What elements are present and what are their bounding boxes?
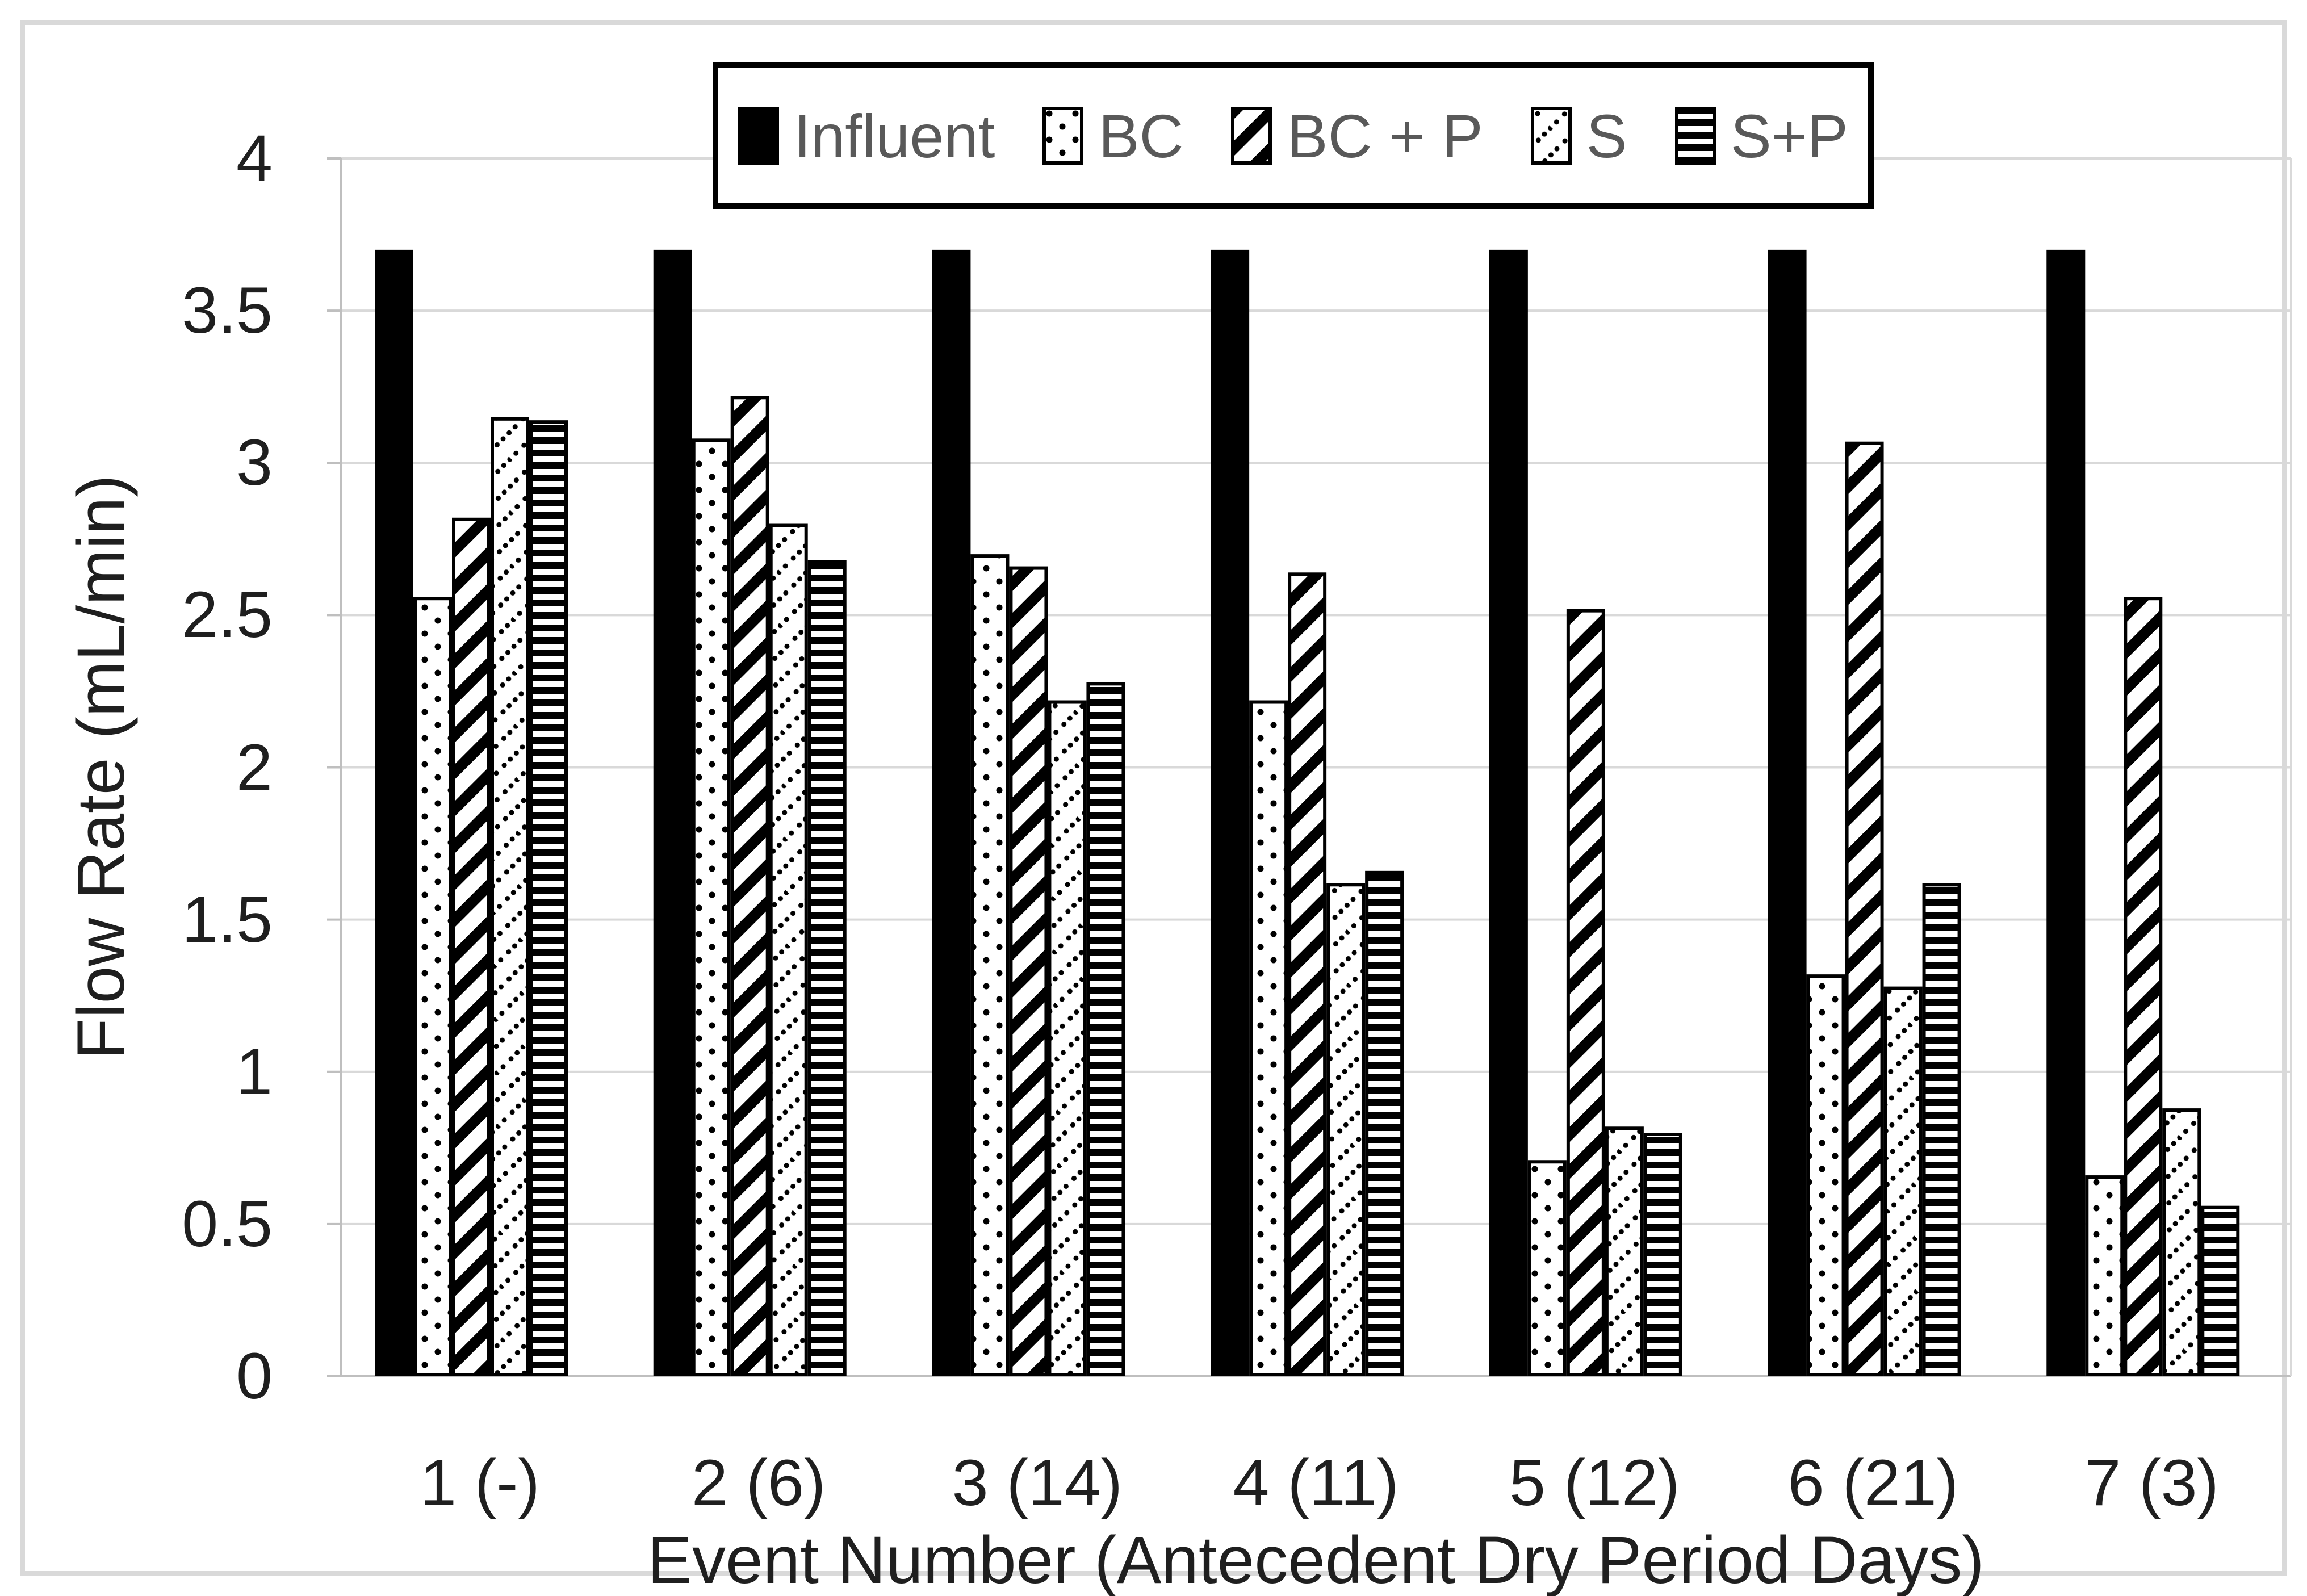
bar-BC+P-cat6	[1845, 441, 1884, 1376]
bar-S+P-cat7	[2201, 1205, 2240, 1376]
bar-BC-cat2	[692, 438, 731, 1376]
legend-label: S	[1586, 101, 1627, 170]
legend-swatch-rect	[1042, 107, 1084, 165]
y-tick-label-0: 0	[236, 1340, 273, 1413]
x-category-label-6: 6 (21)	[1787, 1447, 1959, 1519]
legend-item-BC: BC	[1042, 100, 1183, 171]
bar-BC-cat5	[1527, 1160, 1567, 1376]
x-category-label-7: 7 (3)	[2084, 1447, 2219, 1519]
x-category-label-3: 3 (14)	[952, 1447, 1123, 1519]
bar-BC+P-cat1	[452, 517, 491, 1376]
bar-S+P-cat3	[1086, 682, 1125, 1376]
legend-label: Influent	[794, 101, 995, 170]
y-tick-label-2.5: 2.5	[182, 579, 273, 652]
bar-Influent-cat2	[653, 249, 692, 1376]
legend-swatch-rect	[1530, 107, 1572, 165]
legend-label: BC + P	[1287, 101, 1483, 170]
y-tick-label-1.5: 1.5	[182, 883, 273, 956]
bar-BC+P-cat4	[1288, 572, 1327, 1376]
bar-S-cat7	[2162, 1108, 2201, 1376]
bar-BC+P-cat5	[1566, 609, 1605, 1376]
bar-Influent-cat1	[375, 249, 413, 1376]
bar-S+P-cat1	[529, 420, 568, 1376]
bar-BC+P-cat3	[1009, 566, 1048, 1377]
legend-swatch-rect	[1231, 107, 1272, 165]
legend-swatch-dots-icon	[1042, 107, 1084, 165]
bar-S+P-cat4	[1365, 870, 1404, 1376]
y-tick-label-4: 4	[236, 122, 273, 195]
figure-border	[20, 20, 2287, 1576]
legend-item-BC+P: BC + P	[1231, 100, 1483, 171]
bar-S+P-cat2	[807, 560, 847, 1376]
bar-Influent-cat4	[1211, 249, 1250, 1376]
legend-label: S+P	[1730, 101, 1848, 170]
bar-BC-cat6	[1806, 974, 1845, 1376]
y-tick-label-3: 3	[236, 426, 273, 500]
x-axis-title: Event Number (Antecedent Dry Period Days…	[647, 1523, 1984, 1596]
x-category-label-2: 2 (6)	[691, 1447, 826, 1519]
legend-swatch-rect	[738, 107, 780, 165]
legend-swatch-solid-black-icon	[738, 107, 780, 165]
bar-BC-cat1	[413, 597, 452, 1376]
x-category-label-5: 5 (12)	[1509, 1447, 1680, 1519]
bar-Influent-cat7	[2046, 249, 2086, 1376]
y-axis-title: Flow Rate (mL/min)	[64, 475, 139, 1059]
y-tick-label-3.5: 3.5	[182, 274, 273, 347]
legend-swatch-horizontal-stripes-icon	[1674, 107, 1716, 165]
legend-label: BC	[1098, 101, 1184, 170]
legend-item-Influent: Influent	[738, 100, 995, 171]
legend-swatch-diagonal-stripes-icon	[1231, 107, 1272, 165]
x-category-label-1: 1 (-)	[420, 1447, 540, 1519]
legend-item-S: S	[1530, 100, 1627, 171]
bar-S-cat4	[1326, 883, 1366, 1376]
bar-BC-cat7	[2085, 1175, 2124, 1376]
bar-S+P-cat6	[1922, 883, 1961, 1376]
bar-S-cat1	[491, 417, 529, 1376]
bar-BC+P-cat7	[2124, 597, 2163, 1376]
y-tick-label-1: 1	[236, 1035, 273, 1108]
bar-Influent-cat3	[932, 249, 971, 1376]
x-category-label-4: 4 (11)	[1233, 1447, 1399, 1519]
legend-swatch-rect	[1674, 107, 1716, 165]
bar-S-cat5	[1605, 1126, 1644, 1377]
y-tick-label-2: 2	[236, 731, 273, 804]
bar-BC-cat4	[1249, 700, 1288, 1376]
legend: Influent BC BC + P S S+P	[713, 62, 1874, 209]
bar-Influent-cat5	[1489, 249, 1528, 1376]
legend-swatch-diagonal-dot-dashes-icon	[1530, 107, 1572, 165]
bar-S-cat3	[1048, 700, 1087, 1376]
bars	[375, 249, 2240, 1377]
legend-item-S+P: S+P	[1674, 100, 1848, 171]
bar-S-cat2	[769, 523, 808, 1376]
y-tick-label-0.5: 0.5	[182, 1187, 273, 1260]
bar-S-cat6	[1883, 986, 1923, 1376]
bar-BC-cat3	[970, 554, 1010, 1376]
bar-S+P-cat5	[1643, 1133, 1682, 1376]
bar-BC+P-cat2	[730, 396, 769, 1376]
bar-Influent-cat6	[1768, 249, 1807, 1376]
